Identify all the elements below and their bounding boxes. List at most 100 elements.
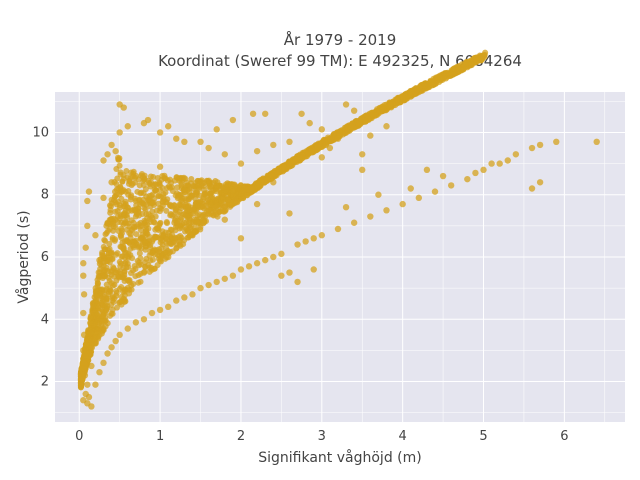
data-point (229, 188, 236, 195)
data-point (159, 202, 166, 209)
data-point (145, 196, 152, 203)
data-point (120, 265, 127, 272)
data-point (87, 319, 94, 326)
data-point (126, 230, 133, 237)
data-point (237, 160, 245, 167)
data-point (393, 96, 400, 103)
data-point (133, 231, 140, 238)
data-point (107, 250, 114, 257)
data-point (334, 225, 342, 233)
data-point (95, 326, 102, 333)
data-point (207, 190, 214, 197)
data-point (90, 302, 97, 309)
data-point (480, 166, 487, 174)
data-point (112, 147, 119, 155)
data-point (140, 269, 148, 276)
data-point (108, 344, 115, 351)
data-point (141, 217, 148, 224)
data-point (496, 160, 503, 167)
data-point (132, 172, 140, 180)
chart-title-line-2: Koordinat (Sweref 99 TM): E 492325, N 60… (158, 52, 522, 70)
data-point (137, 227, 144, 234)
data-point (237, 266, 245, 273)
data-point (294, 278, 301, 286)
data-point (96, 256, 103, 264)
data-point (161, 172, 168, 179)
data-point (407, 185, 414, 192)
data-point (161, 250, 168, 257)
data-point (143, 211, 150, 218)
y-tick-label: 6 (41, 250, 49, 265)
data-point (245, 263, 253, 270)
data-point (156, 129, 164, 136)
data-point (136, 243, 143, 250)
data-point (121, 238, 128, 245)
data-point (423, 166, 431, 174)
data-point (167, 211, 174, 218)
data-point (130, 281, 137, 288)
data-point (132, 273, 139, 280)
data-point (80, 309, 87, 317)
data-point (197, 138, 204, 146)
data-point (593, 138, 600, 146)
data-point (130, 267, 137, 274)
data-point (144, 116, 152, 124)
data-point (105, 227, 112, 234)
data-point (190, 206, 197, 213)
data-point (504, 157, 511, 164)
data-point (150, 173, 157, 180)
data-point (400, 94, 407, 101)
data-point (113, 201, 120, 208)
data-point (184, 234, 191, 241)
data-point (85, 188, 93, 195)
data-point (207, 201, 214, 208)
data-point (440, 75, 447, 82)
data-point (174, 184, 181, 191)
data-point (167, 184, 174, 191)
data-point (118, 253, 125, 260)
data-point (342, 203, 350, 211)
data-point (126, 277, 133, 284)
data-point (134, 257, 141, 264)
data-point (121, 292, 128, 299)
data-point (78, 365, 85, 372)
data-point (131, 223, 138, 230)
data-point (299, 152, 306, 159)
data-point (152, 226, 159, 233)
data-point (302, 238, 309, 245)
x-tick-label: 6 (560, 429, 568, 444)
data-point (82, 352, 89, 359)
data-point (92, 288, 99, 295)
data-point (292, 158, 299, 165)
data-point (118, 195, 125, 202)
data-point (177, 242, 184, 249)
data-point (222, 203, 229, 210)
data-point (108, 179, 115, 186)
data-point (132, 319, 140, 326)
data-point (163, 207, 170, 214)
data-point (181, 210, 188, 217)
data-point (115, 274, 122, 281)
data-point (424, 81, 431, 88)
data-point (116, 258, 123, 265)
data-point (81, 372, 89, 379)
data-point (80, 347, 87, 354)
x-tick-label: 3 (318, 429, 326, 444)
data-point (113, 288, 120, 295)
data-point (383, 207, 390, 214)
data-point (114, 208, 121, 215)
data-point (350, 124, 357, 131)
data-point (214, 202, 221, 209)
data-point (207, 183, 214, 190)
chart-title-line-1: År 1979 - 2019 (284, 30, 397, 49)
data-point (287, 160, 294, 167)
tick-labels: 0 1 2 3 4 5 6 2 4 6 8 10 (32, 125, 568, 444)
data-point (190, 185, 197, 192)
data-point (182, 228, 189, 235)
data-point (152, 213, 159, 220)
data-point (286, 210, 293, 217)
data-point (80, 331, 88, 339)
data-point (150, 219, 157, 226)
data-point (87, 315, 94, 322)
data-point (135, 279, 142, 286)
